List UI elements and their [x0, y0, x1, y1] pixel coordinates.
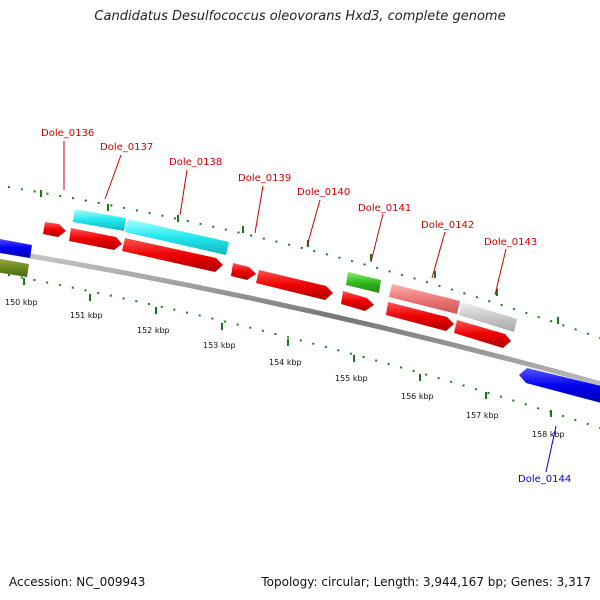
scale-label: 156 kbp [401, 392, 434, 401]
gene-arrow-red[interactable] [122, 238, 223, 272]
outer-major-ticks [40, 190, 559, 324]
accession-text: Accession: NC_009943 [9, 575, 146, 589]
gene-label-dole-0141[interactable]: Dole_0141 [358, 203, 411, 214]
scale-label: 152 kbp [137, 326, 170, 335]
gene-box-cyan[interactable] [73, 209, 126, 231]
outer-feature-row [73, 209, 517, 332]
genome-summary-text: Topology: circular; Length: 3,944,167 bp… [261, 575, 591, 589]
gene-label-dole-0142[interactable]: Dole_0142 [421, 220, 474, 231]
genome-backbone [0, 248, 600, 387]
label-leaders [63, 141, 557, 473]
scale-label: 153 kbp [203, 341, 236, 350]
map-title: Candidatus Desulfococcus oleovorans Hxd3… [94, 9, 506, 24]
scale-label: 151 kbp [70, 311, 103, 320]
scale-label: 155 kbp [335, 374, 368, 383]
gene-box-gray[interactable] [459, 302, 517, 332]
gene-arrow-red[interactable] [256, 270, 333, 300]
scale-labels: 150 kbp 151 kbp 152 kbp 153 kbp 154 kbp … [5, 298, 565, 439]
left-edge-genes [0, 238, 32, 277]
gene-label-dole-0139[interactable]: Dole_0139 [238, 173, 291, 184]
gene-box-green[interactable] [346, 272, 381, 293]
gene-box-cyan[interactable] [125, 219, 229, 255]
scale-label: 154 kbp [269, 358, 302, 367]
gene-label-dole-0136[interactable]: Dole_0136 [41, 128, 94, 139]
inner-major-ticks [23, 278, 552, 417]
gene-arrow-blue[interactable] [519, 368, 600, 404]
scale-label: 150 kbp [5, 298, 38, 307]
gene-label-dole-0140[interactable]: Dole_0140 [297, 187, 350, 198]
forward-gene-arrows [43, 222, 511, 348]
scale-label: 158 kbp [532, 430, 565, 439]
gene-label-dole-0137[interactable]: Dole_0137 [100, 142, 153, 153]
gene-arrow-red[interactable] [231, 263, 256, 280]
gene-arrow-red[interactable] [386, 302, 454, 331]
gene-label-dole-0144[interactable]: Dole_0144 [518, 474, 571, 485]
gene-arrow-red[interactable] [69, 228, 122, 250]
gene-labels: Dole_0136 Dole_0137 Dole_0138 Dole_0139 … [41, 128, 571, 485]
gene-arrow-blue[interactable] [0, 238, 32, 258]
gene-box-pink[interactable] [389, 284, 460, 314]
gene-arrow-red[interactable] [341, 291, 374, 311]
gene-label-dole-0143[interactable]: Dole_0143 [484, 237, 537, 248]
gene-arrow-red[interactable] [43, 222, 66, 237]
gene-label-dole-0138[interactable]: Dole_0138 [169, 157, 222, 168]
inner-tick-ring [7, 274, 600, 429]
gene-arrow-red[interactable] [454, 320, 511, 348]
gene-arrow-olive[interactable] [0, 258, 29, 277]
scale-label: 157 kbp [466, 411, 499, 420]
